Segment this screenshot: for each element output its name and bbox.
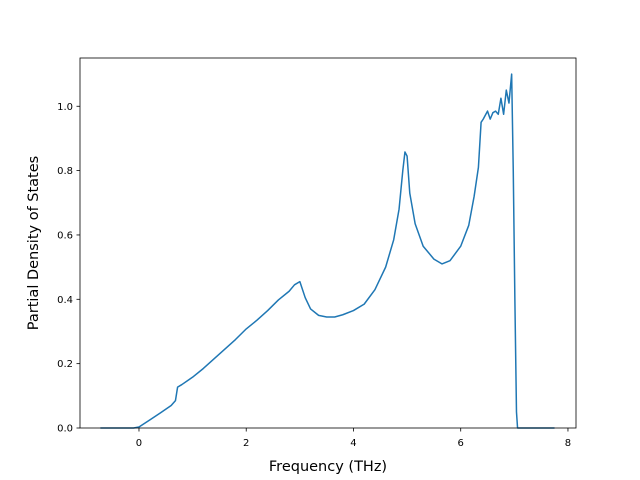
x-tick-label: 2 [243, 438, 249, 449]
axes-frame [79, 57, 577, 429]
x-tick-label: 6 [458, 438, 464, 449]
y-tick-label: 0.4 [57, 295, 73, 306]
pdos-series-line [100, 73, 555, 429]
plot-area [100, 73, 555, 429]
y-tick-label: 0.2 [57, 359, 73, 370]
x-tick-label: 0 [136, 438, 142, 449]
x-tick-label: 8 [565, 438, 571, 449]
y-axis-ticks: 0.0 0.2 0.4 0.6 0.8 1.0 [57, 102, 80, 435]
x-axis-label: Frequency (THz) [269, 459, 387, 475]
x-tick-label: 4 [350, 438, 356, 449]
y-tick-label: 0.0 [57, 424, 73, 435]
y-axis-label: Partial Density of States [26, 156, 42, 330]
y-tick-label: 0.8 [57, 166, 73, 177]
x-axis-ticks: 0 2 4 6 8 [136, 428, 571, 449]
y-tick-label: 1.0 [57, 102, 73, 113]
y-tick-label: 0.6 [57, 230, 73, 241]
